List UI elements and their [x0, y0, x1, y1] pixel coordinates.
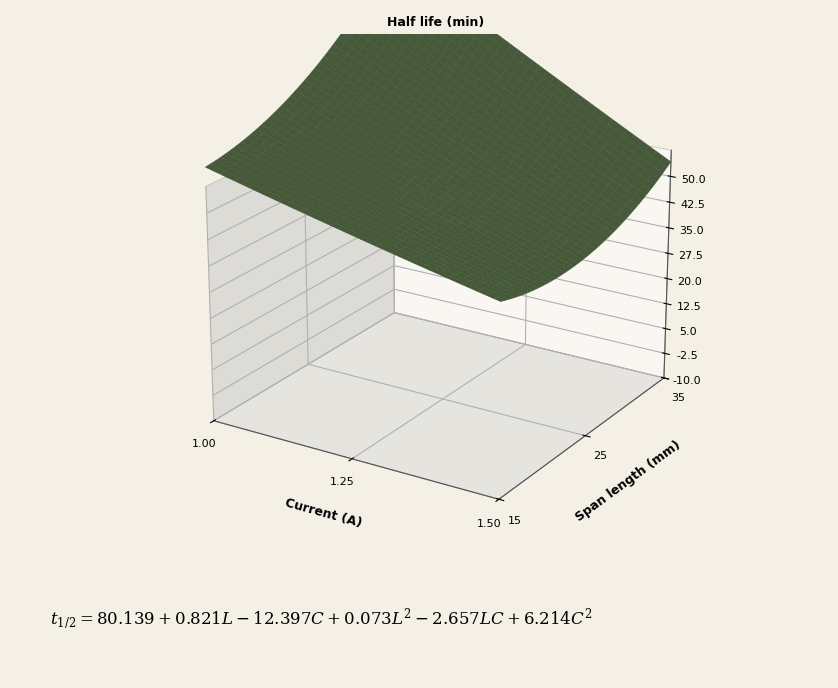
Y-axis label: Span length (mm): Span length (mm)	[574, 439, 684, 524]
Title: Half life (min): Half life (min)	[387, 16, 484, 29]
X-axis label: Current (A): Current (A)	[284, 496, 364, 530]
Text: $t_{1/2}=80.139+0.821L-12.397C+0.073L^{2}-2.657LC+6.214C^{2}$: $t_{1/2}=80.139+0.821L-12.397C+0.073L^{2…	[50, 607, 592, 632]
